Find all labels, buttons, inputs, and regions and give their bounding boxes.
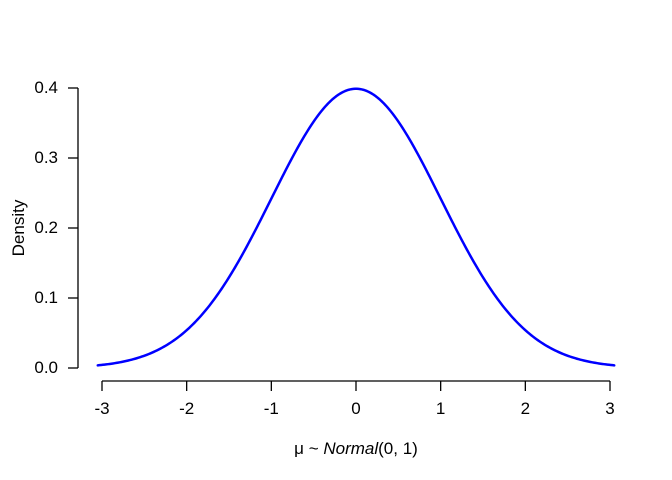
x-tick-label: -1	[263, 399, 279, 418]
y-tick-label: 0.1	[34, 288, 58, 307]
y-tick-label: 0.2	[34, 218, 58, 237]
y-tick-label: 0.0	[34, 358, 58, 377]
x-tick-label: -2	[179, 399, 195, 418]
x-tick-label: 2	[520, 399, 531, 418]
x-axis-title: μ ~ Normal(0, 1)	[294, 440, 418, 458]
x-tick-label: 0	[351, 399, 361, 418]
y-tick-label: 0.4	[34, 78, 58, 97]
x-axis-title-params: (0, 1)	[378, 439, 418, 458]
x-tick-label: -3	[94, 399, 110, 418]
density-curve	[96, 87, 616, 367]
x-axis-title-mu: μ ~	[294, 439, 324, 458]
x-axis-title-distribution: Normal	[323, 439, 379, 458]
x-tick-label: 1	[435, 399, 446, 418]
y-tick-label: 0.3	[34, 148, 58, 167]
x-tick-label: 3	[605, 399, 615, 418]
